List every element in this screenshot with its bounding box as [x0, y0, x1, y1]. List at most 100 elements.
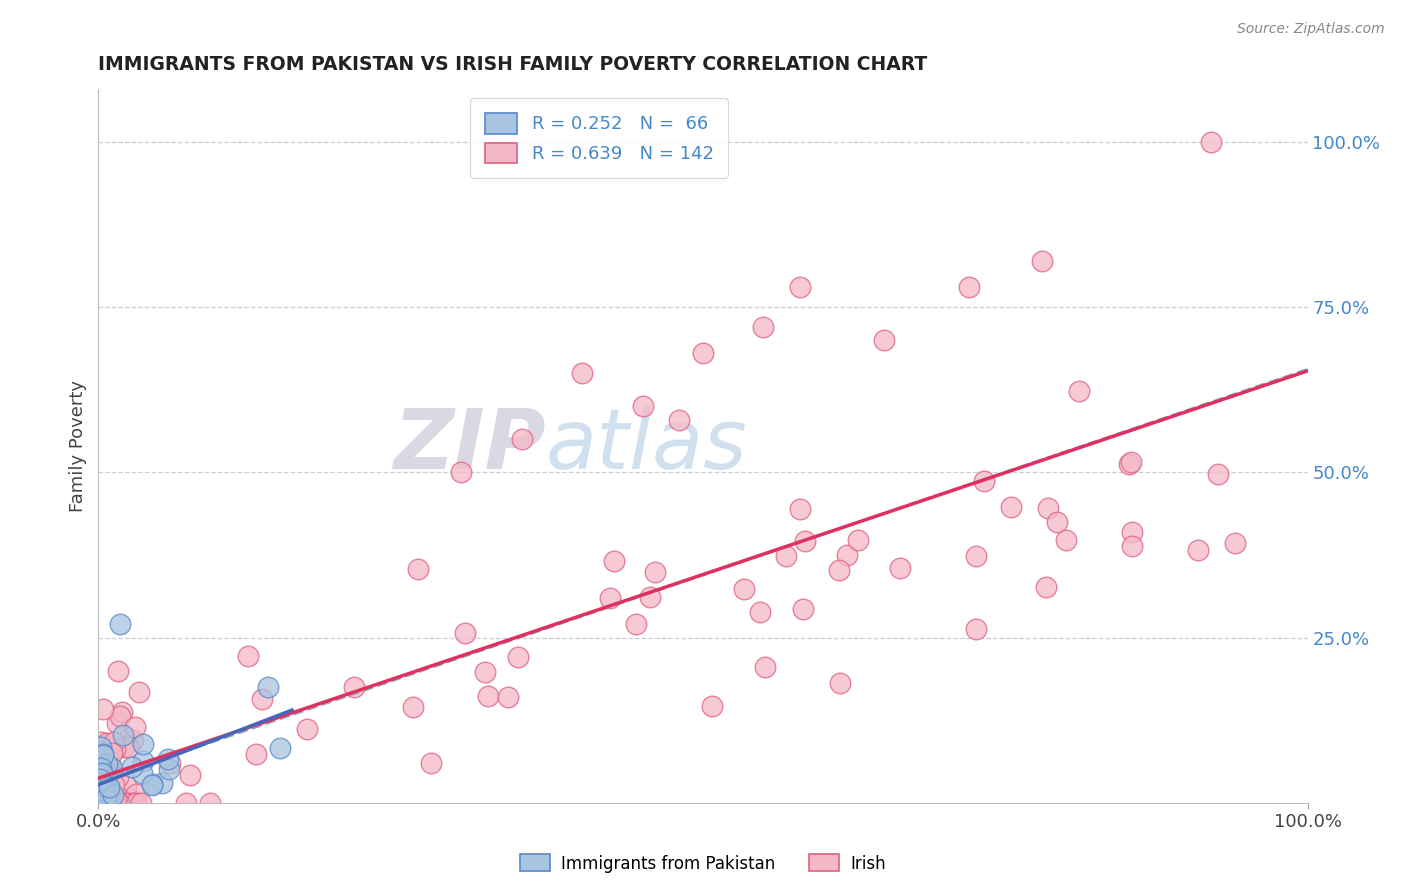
Point — [87, 796, 110, 810]
Point — [792, 602, 814, 616]
Point — [89, 739, 111, 754]
Point — [631, 400, 654, 414]
Point — [474, 665, 496, 680]
Point — [100, 796, 122, 810]
Point — [91, 766, 114, 780]
Point — [90, 796, 112, 810]
Point — [93, 793, 115, 807]
Point — [91, 747, 114, 761]
Point — [129, 796, 152, 810]
Point — [91, 796, 114, 810]
Point — [89, 786, 111, 800]
Point — [91, 751, 114, 765]
Point — [91, 796, 114, 810]
Point — [754, 660, 776, 674]
Point — [104, 788, 127, 802]
Point — [599, 591, 621, 605]
Point — [343, 680, 366, 694]
Point — [89, 796, 111, 810]
Point — [692, 346, 714, 360]
Point — [506, 650, 529, 665]
Point — [90, 764, 112, 779]
Point — [131, 766, 153, 780]
Point — [775, 549, 797, 564]
Point — [96, 792, 118, 806]
Point — [98, 753, 121, 767]
Point — [973, 475, 995, 489]
Point — [496, 690, 519, 705]
Point — [1121, 539, 1143, 553]
Point — [640, 590, 662, 604]
Point — [91, 744, 114, 758]
Point — [245, 747, 267, 761]
Point — [406, 562, 429, 576]
Point — [96, 780, 118, 795]
Point — [94, 764, 117, 779]
Point — [90, 768, 112, 782]
Point — [114, 779, 136, 793]
Point — [179, 767, 201, 781]
Point — [644, 565, 666, 579]
Point — [108, 617, 131, 632]
Point — [104, 796, 127, 810]
Point — [236, 649, 259, 664]
Point — [90, 767, 112, 781]
Point — [122, 733, 145, 747]
Point — [1000, 500, 1022, 515]
Point — [111, 796, 134, 810]
Point — [94, 778, 117, 792]
Point — [89, 785, 111, 799]
Point — [103, 779, 125, 793]
Point — [828, 675, 851, 690]
Point — [91, 702, 114, 716]
Point — [198, 796, 221, 810]
Point — [89, 793, 111, 807]
Point — [90, 791, 112, 805]
Point — [668, 412, 690, 426]
Point — [94, 776, 117, 790]
Point — [295, 722, 318, 736]
Point — [96, 788, 118, 802]
Point — [789, 501, 811, 516]
Point — [1187, 543, 1209, 558]
Point — [117, 739, 139, 754]
Point — [90, 796, 112, 810]
Point — [90, 770, 112, 784]
Point — [90, 774, 112, 789]
Point — [752, 320, 775, 334]
Point — [94, 796, 117, 810]
Point — [89, 781, 111, 796]
Point — [100, 746, 122, 760]
Point — [98, 796, 121, 810]
Point — [965, 549, 987, 563]
Point — [93, 796, 115, 810]
Point — [132, 755, 155, 769]
Point — [93, 791, 115, 805]
Point — [96, 796, 118, 810]
Point — [90, 785, 112, 799]
Point — [107, 796, 129, 810]
Point — [124, 720, 146, 734]
Point — [89, 792, 111, 806]
Point — [700, 699, 723, 714]
Point — [87, 796, 110, 810]
Point — [112, 739, 135, 754]
Point — [794, 533, 817, 548]
Point — [91, 746, 114, 760]
Point — [966, 622, 988, 636]
Point — [733, 582, 755, 597]
Point — [90, 735, 112, 749]
Point — [101, 788, 124, 802]
Point — [510, 433, 533, 447]
Point — [90, 796, 112, 810]
Text: atlas: atlas — [546, 406, 748, 486]
Point — [111, 705, 134, 719]
Point — [117, 796, 139, 810]
Point — [94, 780, 117, 795]
Point — [150, 776, 173, 790]
Point — [402, 700, 425, 714]
Point — [93, 748, 115, 763]
Point — [87, 796, 110, 810]
Point — [90, 796, 112, 810]
Point — [749, 605, 772, 619]
